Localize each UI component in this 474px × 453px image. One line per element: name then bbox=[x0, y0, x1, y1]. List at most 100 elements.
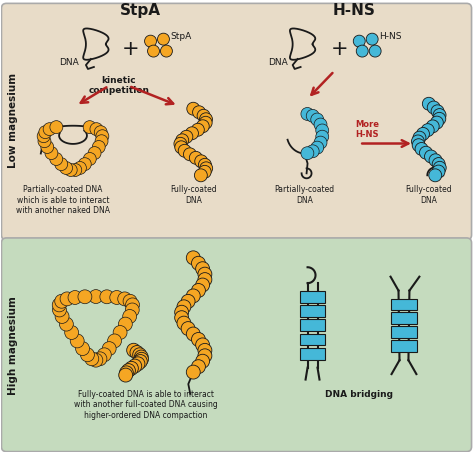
Circle shape bbox=[134, 350, 148, 364]
Circle shape bbox=[196, 278, 210, 292]
Circle shape bbox=[196, 338, 210, 352]
Circle shape bbox=[353, 35, 365, 47]
Circle shape bbox=[118, 317, 132, 331]
Circle shape bbox=[191, 123, 204, 136]
Text: kinetic
competition: kinetic competition bbox=[88, 76, 149, 95]
Text: DNA: DNA bbox=[59, 58, 79, 67]
Circle shape bbox=[131, 357, 145, 371]
Circle shape bbox=[183, 148, 196, 161]
Circle shape bbox=[59, 317, 73, 331]
Circle shape bbox=[311, 141, 324, 154]
Circle shape bbox=[411, 135, 424, 148]
Circle shape bbox=[55, 294, 69, 308]
Circle shape bbox=[128, 359, 142, 373]
Circle shape bbox=[186, 365, 200, 379]
Circle shape bbox=[366, 33, 378, 45]
Circle shape bbox=[187, 102, 200, 115]
Circle shape bbox=[53, 303, 66, 317]
Circle shape bbox=[73, 162, 86, 174]
Circle shape bbox=[314, 118, 327, 131]
Text: Fully-coated
DNA: Fully-coated DNA bbox=[405, 185, 452, 205]
Circle shape bbox=[121, 364, 136, 377]
Text: StpA: StpA bbox=[171, 32, 191, 41]
Circle shape bbox=[145, 35, 156, 47]
Text: DNA: DNA bbox=[268, 58, 288, 67]
Circle shape bbox=[83, 153, 96, 165]
Circle shape bbox=[178, 145, 191, 157]
Circle shape bbox=[191, 360, 205, 374]
Circle shape bbox=[125, 361, 138, 375]
Text: High magnesium: High magnesium bbox=[9, 296, 18, 395]
FancyBboxPatch shape bbox=[391, 299, 417, 310]
Circle shape bbox=[83, 120, 96, 134]
Circle shape bbox=[69, 164, 82, 177]
Circle shape bbox=[89, 353, 103, 367]
Circle shape bbox=[113, 326, 127, 339]
Circle shape bbox=[185, 127, 199, 140]
Circle shape bbox=[39, 125, 52, 139]
Circle shape bbox=[70, 334, 84, 348]
Circle shape bbox=[191, 284, 205, 298]
Circle shape bbox=[175, 305, 189, 319]
Circle shape bbox=[196, 120, 209, 133]
Circle shape bbox=[177, 316, 191, 330]
Circle shape bbox=[85, 352, 99, 366]
Circle shape bbox=[196, 354, 210, 368]
Circle shape bbox=[93, 352, 107, 366]
Circle shape bbox=[90, 123, 103, 135]
Circle shape bbox=[189, 151, 202, 164]
Circle shape bbox=[52, 298, 66, 312]
Circle shape bbox=[316, 130, 328, 143]
Circle shape bbox=[181, 322, 195, 336]
Circle shape bbox=[430, 116, 443, 129]
Circle shape bbox=[94, 125, 107, 139]
Circle shape bbox=[118, 368, 133, 382]
Circle shape bbox=[195, 155, 208, 168]
Circle shape bbox=[43, 123, 56, 135]
Circle shape bbox=[186, 327, 200, 341]
Text: Low magnesium: Low magnesium bbox=[9, 73, 18, 168]
Circle shape bbox=[415, 143, 428, 155]
Circle shape bbox=[97, 348, 111, 362]
FancyBboxPatch shape bbox=[1, 3, 472, 240]
Circle shape bbox=[198, 267, 212, 281]
Circle shape bbox=[161, 45, 173, 57]
Circle shape bbox=[176, 134, 189, 147]
Circle shape bbox=[316, 124, 328, 137]
Circle shape bbox=[427, 101, 440, 114]
Circle shape bbox=[200, 113, 212, 125]
Circle shape bbox=[95, 135, 108, 148]
Circle shape bbox=[100, 290, 114, 304]
FancyBboxPatch shape bbox=[391, 313, 417, 324]
Circle shape bbox=[38, 135, 51, 148]
Circle shape bbox=[92, 140, 105, 154]
FancyBboxPatch shape bbox=[391, 340, 417, 352]
Circle shape bbox=[177, 300, 191, 314]
Circle shape bbox=[126, 298, 139, 312]
Circle shape bbox=[433, 161, 446, 174]
Circle shape bbox=[88, 147, 101, 159]
Circle shape bbox=[78, 290, 92, 304]
Text: More
H-NS: More H-NS bbox=[355, 120, 379, 140]
Circle shape bbox=[200, 162, 213, 175]
Text: Fully-coated DNA is able to interact
with another full-coated DNA causing
higher: Fully-coated DNA is able to interact wit… bbox=[73, 390, 218, 420]
Text: Partially-coated
DNA: Partially-coated DNA bbox=[274, 185, 335, 205]
Circle shape bbox=[130, 346, 144, 359]
Circle shape bbox=[198, 273, 212, 287]
Circle shape bbox=[102, 342, 116, 356]
Circle shape bbox=[191, 256, 205, 270]
Circle shape bbox=[147, 45, 159, 57]
Circle shape bbox=[118, 292, 132, 306]
Circle shape bbox=[196, 262, 210, 275]
FancyBboxPatch shape bbox=[300, 319, 326, 331]
Circle shape bbox=[55, 158, 68, 171]
Circle shape bbox=[108, 334, 121, 348]
FancyBboxPatch shape bbox=[300, 333, 326, 346]
Circle shape bbox=[64, 164, 77, 177]
Circle shape bbox=[174, 137, 187, 150]
Circle shape bbox=[157, 33, 169, 45]
Circle shape bbox=[306, 145, 319, 158]
Circle shape bbox=[422, 97, 435, 110]
FancyBboxPatch shape bbox=[391, 326, 417, 338]
Circle shape bbox=[412, 139, 425, 152]
